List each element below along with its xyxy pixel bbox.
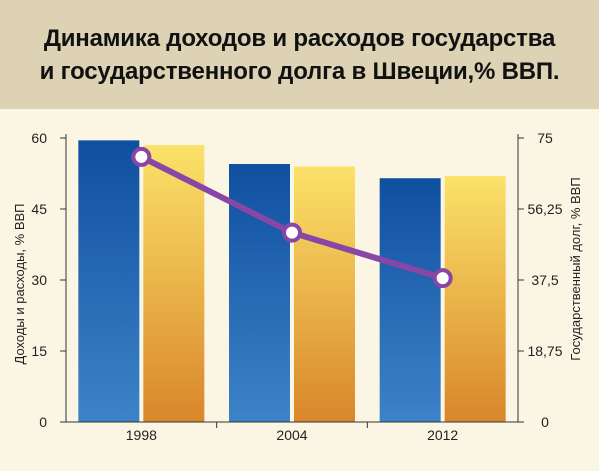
y-right-tick-label: 18,75: [527, 343, 562, 359]
y-axis-left-label: Доходы и расходы, % ВВП: [12, 203, 27, 364]
y-right-tick-label: 0: [541, 414, 549, 430]
expense-bar-1998: [143, 145, 205, 422]
revenue-bar-1998: [78, 140, 140, 422]
y-left-tick-label: 15: [31, 343, 47, 359]
chart-area: 0 15 30 45 60 0 18,75 37,5 56,25 75 1998 2004 2012 Д…: [0, 109, 599, 466]
x-tick-label-2012: 2012: [427, 427, 458, 443]
y-axis-right-label: Государственный долг, % ВВП: [568, 177, 583, 360]
chart-svg: 0 15 30 45 60 0 18,75 37,5 56,25 75 1998 2004 2012 Д…: [12, 130, 583, 443]
debt-point-2004: [282, 222, 302, 243]
y-left-tick-label: 0: [39, 414, 47, 430]
chart-title: Динамика доходов и расходов государства …: [40, 22, 560, 88]
debt-point-1998: [131, 146, 152, 167]
y-left-tick-label: 45: [31, 201, 47, 217]
expense-bar-2012: [444, 175, 506, 422]
y-left-tick-label: 60: [31, 130, 47, 146]
revenue-bar-2012: [379, 178, 441, 422]
debt-line-layer: [131, 146, 453, 289]
axes-layer: 0 15 30 45 60 0 18,75 37,5 56,25 75 1998 2004 2012: [31, 130, 562, 443]
y-right-tick-label: 37,5: [531, 272, 558, 288]
x-tick-label-2004: 2004: [276, 427, 307, 443]
debt-point-2012: [432, 268, 453, 289]
y-left-tick-label: 30: [31, 272, 47, 288]
chart-title-line-1: Динамика доходов и расходов государства: [43, 24, 556, 52]
x-tick-label-1998: 1998: [126, 427, 157, 443]
bars-layer: [78, 140, 506, 422]
y-right-tick-label: 56,25: [527, 201, 562, 217]
y-right-tick-label: 75: [537, 130, 553, 146]
chart-title-line-2: и государственного долга в Швеции,% ВВП.: [39, 57, 560, 85]
expense-bar-2004: [294, 166, 355, 422]
chart-header: Динамика доходов и расходов государства …: [0, 0, 599, 109]
